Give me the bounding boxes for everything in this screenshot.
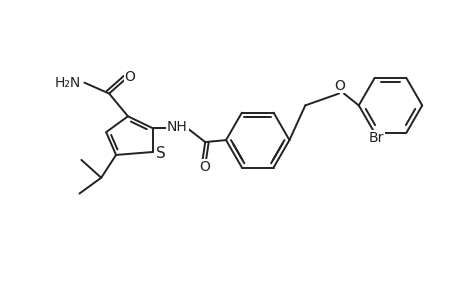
Text: NH: NH [167,120,187,134]
Text: O: O [334,79,345,93]
Text: S: S [156,146,165,161]
Text: Br: Br [368,131,383,145]
Text: O: O [124,70,135,84]
Text: O: O [198,160,209,174]
Text: H₂N: H₂N [54,76,80,90]
